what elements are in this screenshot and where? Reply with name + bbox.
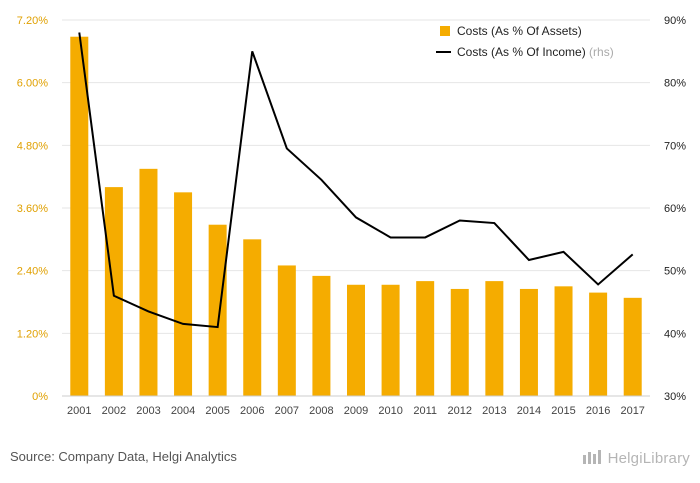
- y-left-tick-label: 0%: [32, 391, 48, 403]
- x-tick-label: 2009: [344, 405, 368, 417]
- x-tick-label: 2005: [205, 405, 229, 417]
- x-tick-label: 2010: [378, 405, 402, 417]
- legend-rhs-marker: (rhs): [589, 45, 614, 59]
- bar: [347, 284, 365, 396]
- x-tick-label: 2015: [551, 405, 575, 417]
- bar: [589, 292, 608, 396]
- bar: [623, 297, 642, 396]
- x-tick-label: 2003: [136, 405, 160, 417]
- bar: [312, 275, 331, 396]
- x-tick-label: 2014: [517, 405, 541, 417]
- y-right-tick-label: 60%: [664, 203, 686, 215]
- x-tick-label: 2007: [275, 405, 299, 417]
- x-tick-label: 2012: [448, 405, 472, 417]
- legend-label-bar: Costs (As % Of Assets): [457, 24, 582, 38]
- y-left-tick-label: 7.20%: [17, 15, 48, 27]
- gridlines: [62, 19, 650, 334]
- bar: [519, 288, 538, 396]
- legend-swatch-bar: [440, 26, 450, 36]
- bar: [139, 168, 158, 396]
- x-tick-label: 2002: [102, 405, 126, 417]
- y-left-tick-label: 4.80%: [17, 140, 48, 152]
- y-left-tick-label: 6.00%: [17, 78, 48, 90]
- x-tick-label: 2004: [171, 405, 195, 417]
- bar-series: [70, 36, 642, 396]
- chart: 0% 1.20% 2.40% 3.60% 4.80% 6.00% 7.20% 30% 40% 50…: [17, 15, 686, 417]
- bar: [416, 281, 435, 396]
- brand-logo: HelgiLibrary: [582, 449, 690, 467]
- y-left-tick-label: 3.60%: [17, 203, 48, 215]
- x-tick-label: 2017: [620, 405, 644, 417]
- legend: Costs (As % Of Assets) Costs (As % Of In…: [436, 24, 614, 59]
- bar: [208, 224, 227, 396]
- y-right-tick-label: 30%: [664, 391, 686, 403]
- bar: [277, 265, 296, 396]
- bar: [70, 36, 89, 396]
- x-tick-label: 2016: [586, 405, 610, 417]
- bar: [243, 239, 262, 396]
- x-tick-label: 2006: [240, 405, 264, 417]
- bar: [174, 192, 193, 396]
- bar: [485, 281, 504, 396]
- y-left-tick-label: 2.40%: [17, 266, 48, 278]
- source-note: Source: Company Data, Helgi Analytics: [10, 449, 237, 464]
- income-cost-line: [78, 32, 634, 329]
- y-right-tick-label: 40%: [664, 328, 686, 340]
- legend-label-line: Costs (As % Of Income) (rhs): [457, 45, 614, 59]
- y-left-tick-label: 1.20%: [17, 328, 48, 340]
- bar: [381, 284, 400, 396]
- axes: 0% 1.20% 2.40% 3.60% 4.80% 6.00% 7.20% 30% 40% 50…: [17, 15, 686, 417]
- x-tick-label: 2011: [413, 405, 437, 417]
- library-icon: [582, 450, 601, 464]
- line-series: [78, 32, 634, 329]
- y-right-tick-label: 50%: [664, 266, 686, 278]
- bar: [450, 288, 469, 396]
- x-tick-label: 2013: [482, 405, 506, 417]
- y-right-tick-label: 80%: [664, 78, 686, 90]
- x-tick-label: 2001: [67, 405, 91, 417]
- bar: [554, 286, 573, 396]
- brand-name: HelgiLibrary: [607, 450, 690, 467]
- x-tick-label: 2008: [309, 405, 333, 417]
- y-right-tick-label: 90%: [664, 15, 686, 27]
- y-right-tick-label: 70%: [664, 140, 686, 152]
